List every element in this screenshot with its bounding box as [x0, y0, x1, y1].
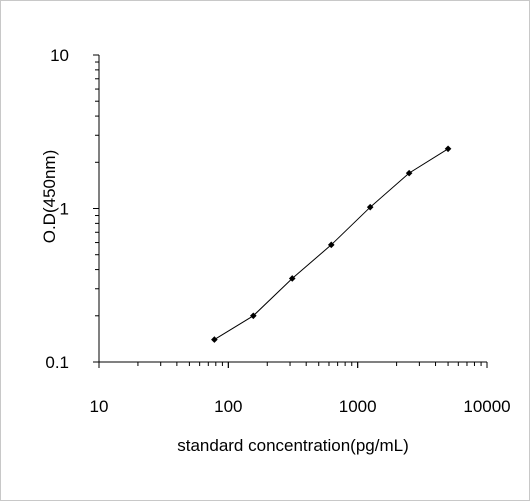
- minor-ticks: [93, 54, 488, 368]
- x-tick-label: 1000: [339, 397, 377, 416]
- data-point: [366, 203, 374, 211]
- data-point: [288, 275, 296, 282]
- data-point: [211, 336, 218, 343]
- x-tick-label: 10: [90, 397, 109, 416]
- data-point: [405, 169, 413, 177]
- x-tick-label: 100: [214, 397, 242, 416]
- y-tick-label: 10: [50, 46, 69, 65]
- y-tick-label: 0.1: [45, 353, 69, 372]
- data-point: [327, 241, 335, 249]
- tick-labels: 10 100 1000 10000 0.1 1 10: [45, 46, 510, 416]
- x-axis-label: standard concentration(pg/mL): [177, 436, 409, 455]
- y-tick-label: 1: [60, 200, 69, 219]
- x-tick-label: 10000: [463, 397, 510, 416]
- series-group: [211, 145, 452, 343]
- y-axis-label: O.D(450nm): [40, 150, 59, 244]
- axes: [98, 55, 487, 363]
- data-point: [250, 312, 257, 320]
- data-point: [444, 145, 452, 153]
